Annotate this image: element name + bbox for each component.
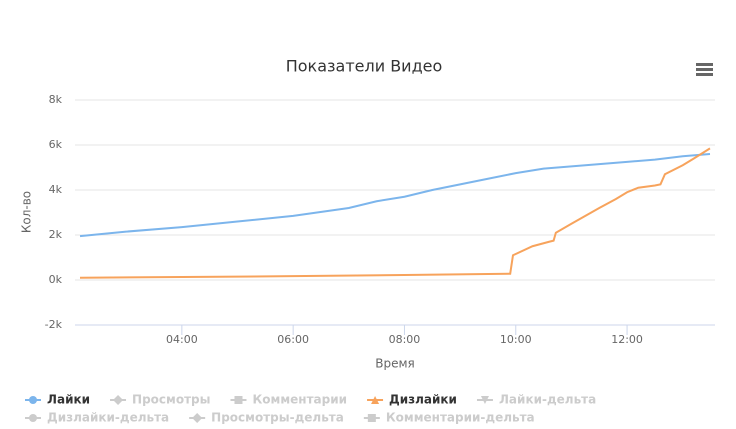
y-tick-label: 8k <box>49 93 63 106</box>
legend-label[interactable]: Комментарии-дельта <box>386 411 535 425</box>
menu-bar[interactable] <box>696 63 713 66</box>
legend-symbol[interactable] <box>29 396 37 404</box>
legend-label[interactable]: Дизлайки <box>389 393 457 407</box>
legend-label[interactable]: Просмотры-дельта <box>211 411 344 425</box>
legend-symbol[interactable] <box>234 396 243 404</box>
y-tick-label: -2k <box>45 318 63 331</box>
legend-symbol[interactable] <box>29 414 37 422</box>
legend-symbol[interactable] <box>480 396 489 404</box>
legend-item[interactable]: Лайки-дельта <box>476 393 596 407</box>
y-tick-label: 2k <box>49 228 63 241</box>
legend-item[interactable]: Дизлайки-дельта <box>25 411 169 425</box>
legend-item[interactable]: Лайки <box>25 393 90 407</box>
legend-label[interactable]: Просмотры <box>132 393 210 407</box>
y-tick-label: 0k <box>49 273 63 286</box>
legend-symbol[interactable] <box>367 414 376 422</box>
legend-symbol[interactable] <box>371 396 380 404</box>
legend-label[interactable]: Лайки-дельта <box>499 393 596 407</box>
legend-symbol[interactable] <box>192 413 203 423</box>
legend-item[interactable]: Комментарии-дельта <box>363 411 535 425</box>
menu-bar[interactable] <box>696 73 713 76</box>
x-tick-label: 06:00 <box>277 333 309 346</box>
legend-item[interactable]: Просмотры <box>110 393 210 407</box>
y-tick-label: 4k <box>49 183 63 196</box>
x-tick-label: 08:00 <box>389 333 421 346</box>
series-line <box>80 147 711 279</box>
legend-label[interactable]: Комментарии <box>252 393 347 407</box>
x-tick-label: 12:00 <box>611 333 643 346</box>
menu-button[interactable] <box>696 63 713 76</box>
x-tick-label: 04:00 <box>166 333 198 346</box>
legend-item[interactable]: Комментарии <box>230 393 347 407</box>
y-tick-label: 6k <box>49 138 63 151</box>
x-tick-label: 10:00 <box>500 333 532 346</box>
legend-item[interactable]: Просмотры-дельта <box>189 411 344 425</box>
legend-label[interactable]: Лайки <box>47 393 90 407</box>
x-axis-title: Время <box>375 357 415 371</box>
series-line <box>79 153 711 238</box>
menu-bar[interactable] <box>696 68 713 71</box>
legend-item[interactable]: Дизлайки <box>367 393 457 407</box>
legend-symbol[interactable] <box>113 395 124 405</box>
legend-label[interactable]: Дизлайки-дельта <box>47 411 169 425</box>
y-axis-title: Кол-во <box>20 191 34 233</box>
chart-title: Показатели Видео <box>286 57 443 76</box>
